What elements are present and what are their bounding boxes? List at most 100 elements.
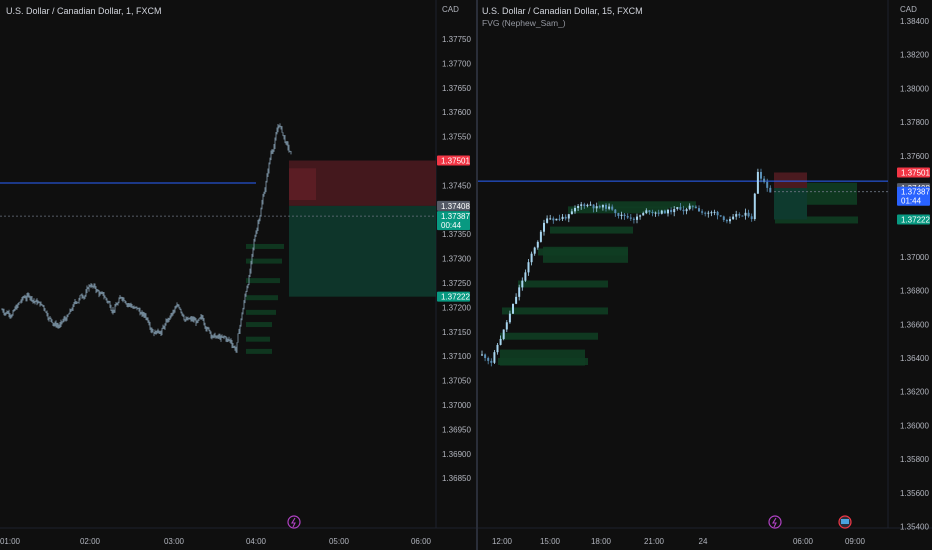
right-candle-body <box>521 280 524 288</box>
right-candle-body <box>719 215 722 217</box>
right-candle-body <box>756 171 759 194</box>
left-price-badge-label: 1.37408 <box>441 202 470 211</box>
right-y-tick-label: 1.38400 <box>900 17 929 26</box>
right-candle-body <box>518 287 521 297</box>
right-candle-body <box>701 211 704 213</box>
right-candle-body <box>592 204 595 209</box>
left-price-badge-label: 1.37387 <box>441 212 470 221</box>
left-chart-canvas[interactable]: 1.37750 1.37700 1.37650 1.37600 1.37550 1.374… <box>0 0 476 550</box>
right-candle-body <box>484 354 487 358</box>
left-time-label: 01:00 <box>0 537 21 546</box>
right-candle-body <box>567 214 570 219</box>
take-profit-zone <box>289 205 436 297</box>
left-currency-label: CAD <box>442 5 459 14</box>
lightning-icon[interactable] <box>768 515 782 529</box>
right-y-tick-label: 1.35600 <box>900 489 929 498</box>
right-candle-body <box>663 210 666 214</box>
right-candle-body <box>710 212 713 214</box>
right-candle-body <box>496 344 499 353</box>
left-y-tick-label: 1.37300 <box>442 255 471 264</box>
right-y-tick-label: 1.36600 <box>900 320 929 329</box>
right-candle-body <box>493 352 496 363</box>
right-candle-body <box>698 208 700 212</box>
right-candle-body <box>549 218 552 220</box>
right-candle-body <box>512 303 514 314</box>
left-y-tick-label: 1.36950 <box>442 425 471 434</box>
right-candle-body <box>636 216 638 220</box>
right-candle-body <box>753 193 756 220</box>
left-y-tick-label: 1.37700 <box>442 59 471 68</box>
left-y-tick-label: 1.37200 <box>442 303 471 312</box>
right-stop-loss-zone <box>774 172 807 189</box>
left-y-tick-label: 1.37750 <box>442 35 471 44</box>
left-price-badge <box>437 155 470 166</box>
right-candle-body <box>729 219 731 222</box>
right-candle-body <box>558 218 561 220</box>
right-chart-canvas[interactable]: 1.38400 1.38200 1.38000 1.37800 1.37600 1.370… <box>478 0 932 550</box>
stop-loss-inner-zone <box>289 168 316 201</box>
right-y-tick-label: 1.37000 <box>900 253 929 262</box>
right-y-tick-label: 1.38000 <box>900 84 929 93</box>
left-price-badge-label: 1.37222 <box>441 293 470 302</box>
right-candle-body <box>685 209 688 212</box>
left-fvg-box <box>246 348 272 354</box>
right-candle-body <box>487 357 490 361</box>
right-candle-body <box>732 216 735 220</box>
right-candle-body <box>716 211 719 216</box>
right-candle-body <box>595 206 598 209</box>
right-candle-body <box>670 209 673 213</box>
right-candle-body <box>530 253 533 263</box>
right-candle-body <box>552 218 555 221</box>
right-candle-body <box>626 216 629 218</box>
left-fvg-box <box>246 243 284 249</box>
left-fvg-box <box>246 258 282 264</box>
right-y-tick-label: 1.37800 <box>900 118 929 127</box>
left-y-tick-label: 1.36850 <box>442 474 471 483</box>
right-candle-body <box>760 171 762 179</box>
right-candle-body <box>481 354 483 356</box>
right-countdown-label: 01:44 <box>901 197 922 206</box>
right-candle-body <box>508 313 511 323</box>
right-chart-pane[interactable]: 1.38400 1.38200 1.38000 1.37800 1.37600 1.370… <box>478 0 932 550</box>
right-candle-body <box>738 214 741 216</box>
right-candle-body <box>570 211 573 215</box>
right-candle-body <box>583 204 586 207</box>
right-candle-body <box>605 204 607 209</box>
left-price-badge <box>437 211 470 231</box>
right-candle-body <box>679 207 682 210</box>
right-candle-body <box>598 206 601 208</box>
right-price-badge-label: 1.37387 <box>901 188 930 197</box>
right-candle-body <box>645 210 648 214</box>
left-time-label: 02:00 <box>80 537 101 546</box>
right-fvg-box <box>500 332 598 340</box>
lightning-icon[interactable] <box>287 515 301 529</box>
right-candle-body <box>515 296 518 304</box>
right-time-label: 12:00 <box>492 537 513 546</box>
right-fvg-box <box>543 246 628 263</box>
right-candle-body <box>629 217 632 219</box>
right-fvg-box <box>502 307 608 315</box>
right-candle-body <box>539 231 542 242</box>
right-time-label: 21:00 <box>644 537 665 546</box>
left-y-tick-label: 1.37250 <box>442 279 471 288</box>
right-candle-body <box>639 215 642 217</box>
left-time-label: 06:00 <box>411 537 432 546</box>
right-candle-body <box>580 204 583 206</box>
left-price-badge-label: 1.37501 <box>441 157 470 166</box>
left-y-tick-label: 1.37600 <box>442 108 471 117</box>
right-candle-body <box>707 212 710 214</box>
right-price-badge-label: 1.37501 <box>901 168 930 177</box>
right-candle-body <box>676 207 679 210</box>
right-candle-body <box>555 218 558 221</box>
right-y-tick-label: 1.35400 <box>900 523 929 532</box>
right-candle-body <box>735 214 738 217</box>
left-y-tick-label: 1.37000 <box>442 401 471 410</box>
right-candle-body <box>608 206 611 209</box>
left-chart-pane[interactable]: 1.37750 1.37700 1.37650 1.37600 1.37550 1.374… <box>0 0 476 550</box>
flag-icon[interactable] <box>838 515 852 529</box>
left-price-badge <box>437 291 470 302</box>
pane-divider[interactable] <box>476 0 478 550</box>
right-candle-body <box>694 206 697 209</box>
right-candle-body <box>577 205 580 208</box>
right-candle-body <box>766 182 769 188</box>
